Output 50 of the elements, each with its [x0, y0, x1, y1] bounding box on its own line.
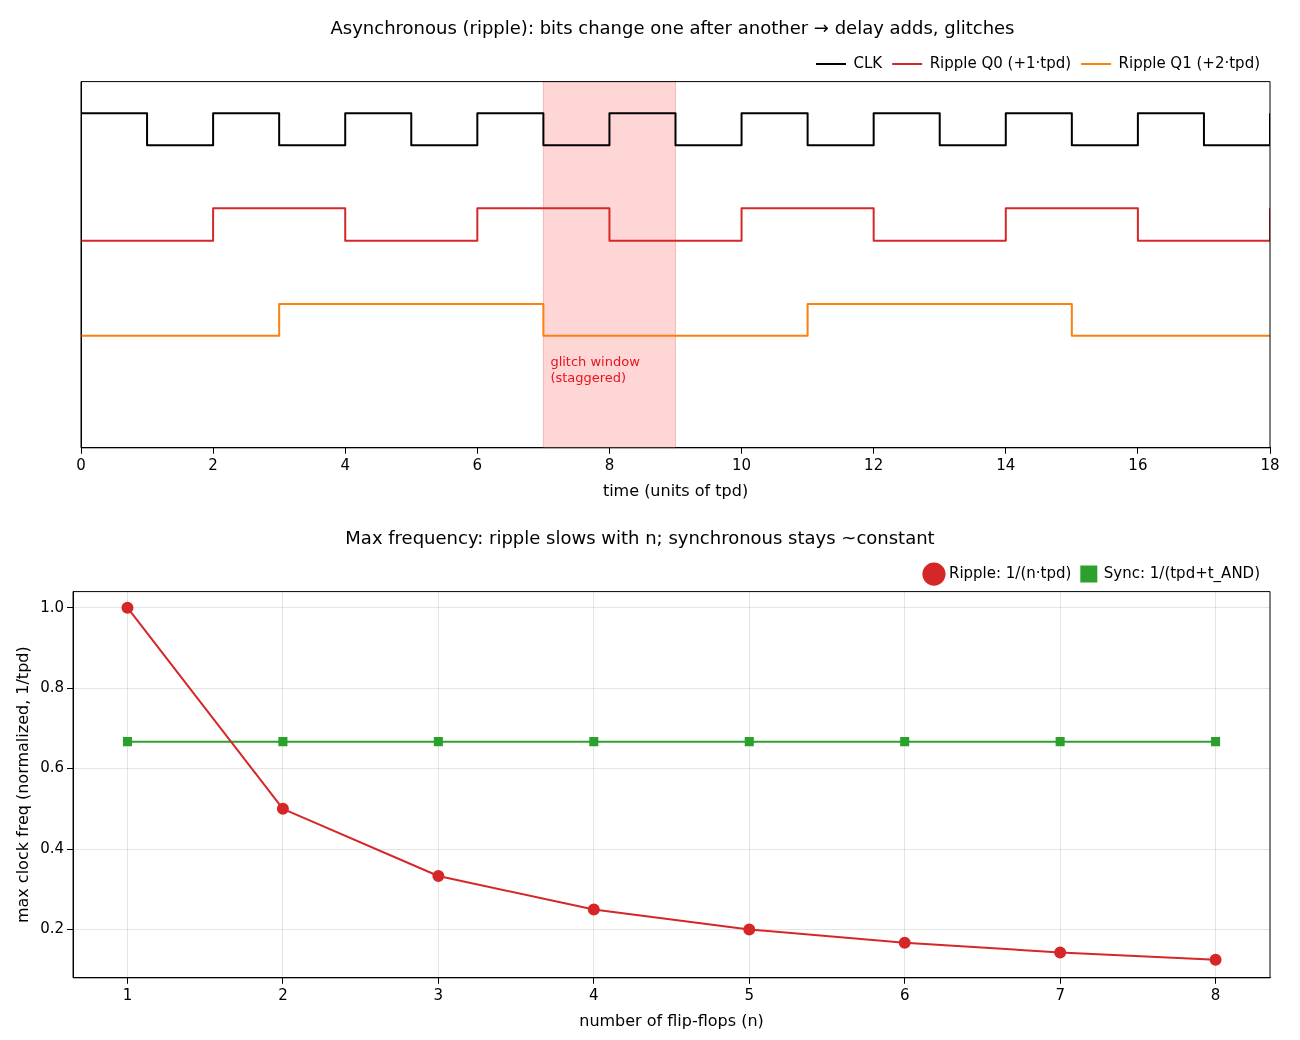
point [744, 737, 754, 747]
point [432, 870, 445, 883]
y-tick-label: 0.8 [40, 678, 65, 697]
band-label: glitch window (staggered) [550, 354, 641, 386]
x-tick-label: 5 [744, 985, 755, 1004]
chart-title: Asynchronous (ripple): bits change one after another → delay adds, glitches [330, 17, 1015, 39]
y-tick-label: 0.6 [40, 758, 65, 777]
x-tick-label: 0 [76, 455, 86, 474]
point [278, 737, 288, 747]
point [1054, 946, 1067, 959]
x-tick-label: 8 [1210, 985, 1221, 1004]
x-tick-label: 10 [732, 455, 752, 474]
x-tick-label: 4 [340, 455, 350, 474]
point [589, 737, 599, 747]
x-tick-label: 14 [996, 455, 1016, 474]
x-axis-title: number of flip-flops (n) [579, 1010, 764, 1030]
legend-label: Ripple Q0 (+1·tpd) [929, 53, 1072, 72]
x-tick-label: 8 [604, 455, 615, 474]
point [898, 936, 911, 949]
x-tick-label: 6 [899, 985, 910, 1004]
chart-title: Max frequency: ripple slows with n; synchronous stays ~constant [345, 527, 935, 549]
point [1055, 737, 1065, 747]
x-tick-label: 1 [122, 985, 133, 1004]
y-tick-label: 0.4 [40, 838, 65, 857]
x-tick-label: 2 [208, 455, 218, 474]
x-tick-label: 7 [1055, 985, 1065, 1004]
point [900, 737, 910, 747]
x-tick-label: 12 [864, 455, 884, 474]
legend-label: Ripple Q1 (+2·tpd) [1118, 53, 1261, 72]
point [743, 923, 756, 936]
x-tick-label: 4 [589, 985, 599, 1004]
point [433, 737, 443, 747]
y-tick-label: 1.0 [40, 597, 65, 616]
x-tick-label: 16 [1128, 455, 1148, 474]
x-tick-label: 3 [433, 985, 444, 1004]
legend-label: Sync: 1/(tpd+t_AND) [1103, 563, 1261, 583]
point [121, 601, 134, 614]
x-axis-title: time (units of tpd) [602, 480, 749, 500]
legend-label: CLK [853, 53, 884, 72]
legend-label: Ripple: 1/(n·tpd) [948, 563, 1072, 582]
point [122, 737, 132, 747]
point [1211, 737, 1221, 747]
x-tick-label: 2 [278, 985, 288, 1004]
point [587, 903, 600, 916]
point [1209, 953, 1222, 966]
y-axis-title: max clock freq (normalized, 1/tpd) [12, 646, 32, 924]
point [276, 802, 289, 815]
x-tick-label: 6 [472, 455, 483, 474]
y-tick-label: 0.2 [40, 919, 65, 938]
x-tick-label: 18 [1260, 455, 1280, 474]
